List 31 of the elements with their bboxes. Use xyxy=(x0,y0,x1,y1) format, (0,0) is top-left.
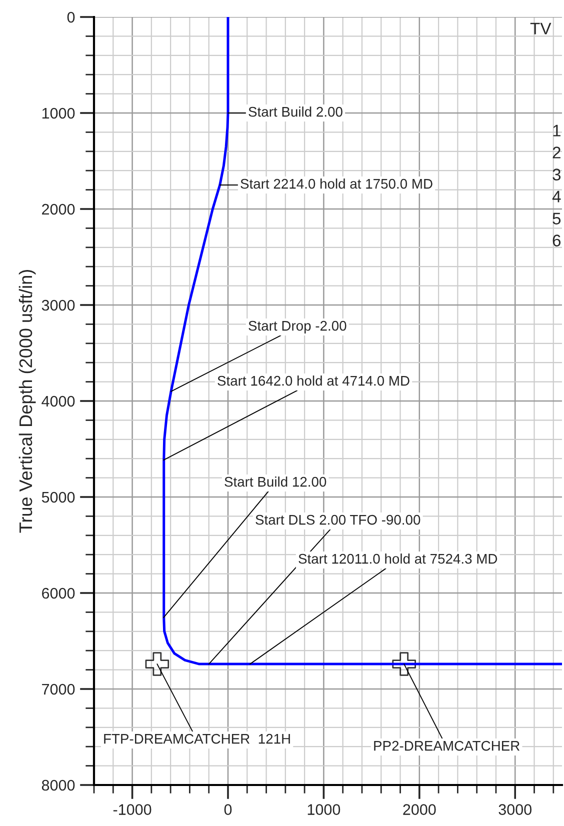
x-tick-label: 2000 xyxy=(403,804,436,815)
y-tick-label: 0 xyxy=(67,12,75,23)
annotation: Start 2214.0 hold at 1750.0 MD xyxy=(240,178,432,189)
annotation: Start 12011.0 hold at 7524.3 MD xyxy=(298,554,498,564)
annotation: Start 1642.0 hold at 4714.0 MD xyxy=(218,376,410,386)
y-tick-label: 5000 xyxy=(42,492,75,503)
annotation: 4 xyxy=(552,190,561,202)
annotation: FTP-DREAMCATCHER 121H xyxy=(104,734,290,744)
annotation: Start DLS 2.00 TFO -90.00 xyxy=(256,514,420,525)
x-tick-label: 3000 xyxy=(498,804,532,815)
annotation: 5 xyxy=(552,212,561,224)
y-tick-label: 3000 xyxy=(42,300,75,311)
x-tick-label: 0 xyxy=(224,804,232,815)
annotation: 2 xyxy=(552,146,560,158)
y-tick-label: 8000 xyxy=(42,780,75,791)
annotation: Start Build 2.00 xyxy=(248,106,342,117)
y-tick-label: 7000 xyxy=(42,684,75,695)
x-tick-label: -1000 xyxy=(113,804,152,815)
y-tick-label: 4000 xyxy=(42,396,75,407)
y-axis-title: True Vertical Depth (2000 usft/in) xyxy=(18,270,36,533)
x-tick-label: 1000 xyxy=(308,804,340,815)
annotation: Start Build 12.00 xyxy=(224,476,326,487)
annotation: Start Drop -2.00 xyxy=(248,320,346,334)
annotation: PP2-DREAMCATCHER xyxy=(374,740,520,751)
annotation: 6 xyxy=(552,234,561,246)
annotation: TV xyxy=(530,22,552,34)
annotation: 1 xyxy=(553,124,560,136)
y-tick-label: 6000 xyxy=(42,588,75,599)
y-tick-label: 1000 xyxy=(42,108,75,119)
y-tick-label: 2000 xyxy=(42,204,75,215)
annotation: 3 xyxy=(552,168,561,180)
